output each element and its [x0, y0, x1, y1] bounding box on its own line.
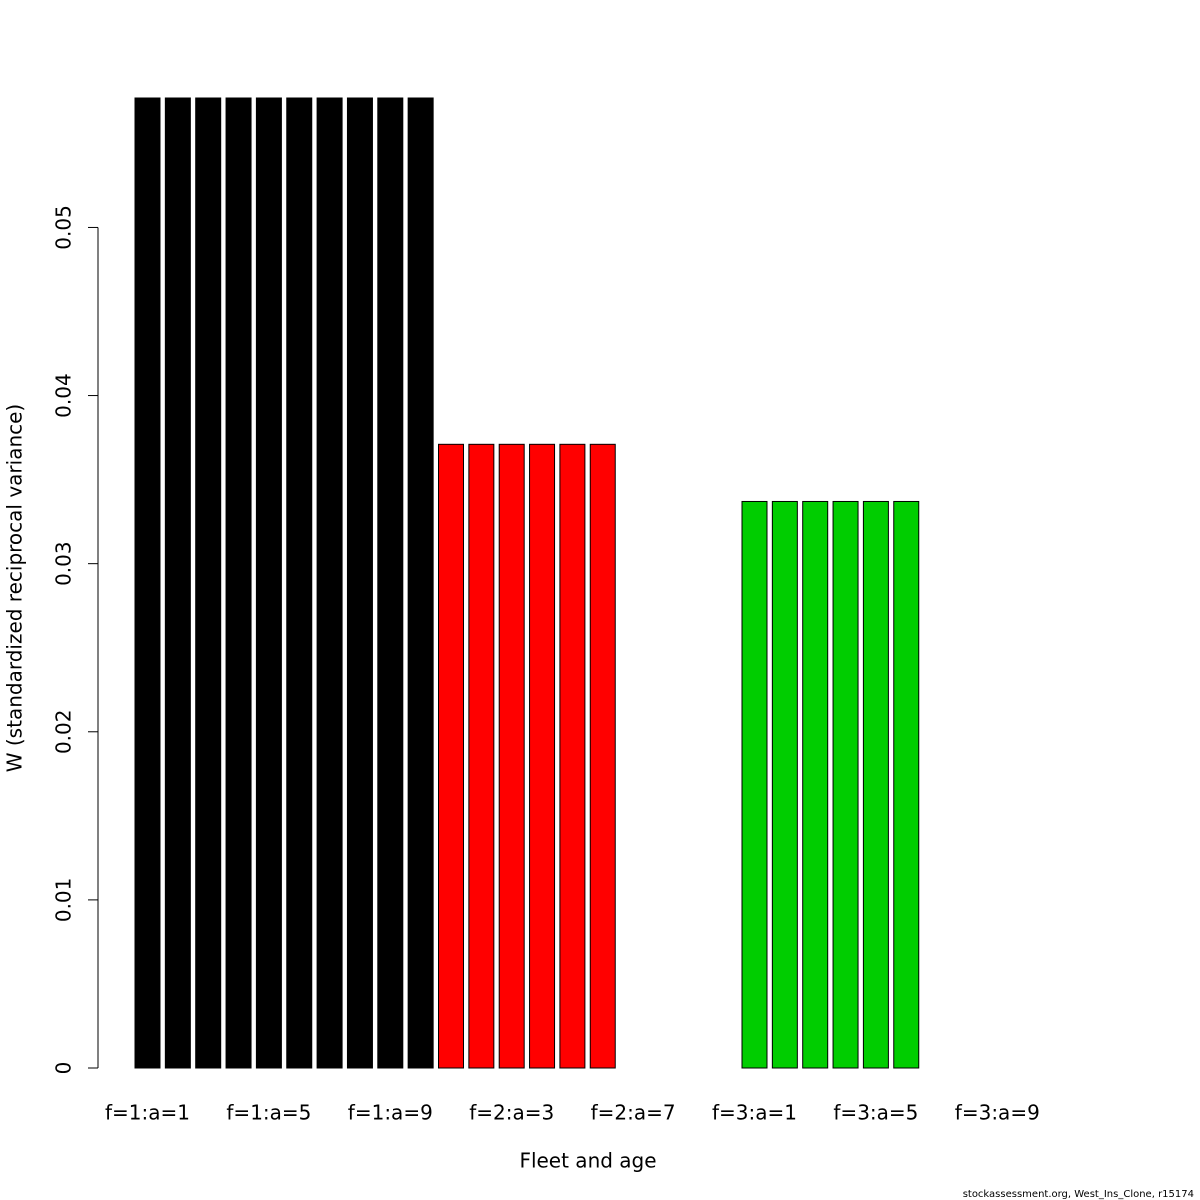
bar: [195, 97, 222, 1069]
bar: [225, 97, 252, 1069]
x-axis-label: Fleet and age: [519, 1149, 656, 1173]
bar: [407, 97, 434, 1069]
bar: [346, 97, 373, 1069]
bar: [741, 500, 768, 1069]
bar: [286, 97, 313, 1069]
bar: [589, 443, 616, 1069]
y-tick-label: 0.04: [52, 373, 76, 418]
x-tick-label: f=3:a=1: [712, 1101, 797, 1125]
x-tick-label: f=2:a=3: [469, 1101, 554, 1125]
x-tick-label: f=1:a=5: [226, 1101, 311, 1125]
y-axis-label: W (standardized reciprocal variance): [3, 404, 27, 773]
bar: [893, 500, 920, 1069]
bar: [468, 443, 495, 1069]
bar: [862, 500, 889, 1069]
bar: [255, 97, 282, 1069]
bar: [802, 500, 829, 1069]
bar: [134, 97, 161, 1069]
x-tick-label: f=3:a=9: [955, 1101, 1040, 1125]
y-tick-label: 0.02: [52, 710, 76, 755]
bar: [316, 97, 343, 1069]
y-tick-label: 0: [52, 1062, 76, 1075]
bar: [438, 443, 464, 1069]
x-tick-label: f=2:a=7: [591, 1101, 676, 1125]
x-tick-label: f=3:a=5: [833, 1101, 918, 1125]
y-tick-label: 0.01: [52, 878, 76, 923]
y-tick-label: 0.05: [52, 205, 76, 250]
x-tick-label: f=1:a=9: [348, 1101, 433, 1125]
bar: [164, 97, 191, 1069]
bar: [771, 500, 798, 1069]
y-tick-label: 0.03: [52, 541, 76, 586]
bar: [559, 443, 586, 1069]
footnote: stockassessment.org, West_Ins_Clone, r15…: [963, 1189, 1194, 1200]
bar: [832, 500, 859, 1069]
x-tick-label: f=1:a=1: [105, 1101, 190, 1125]
bar: [377, 97, 404, 1069]
bar: [529, 443, 556, 1069]
bar: [498, 443, 525, 1069]
